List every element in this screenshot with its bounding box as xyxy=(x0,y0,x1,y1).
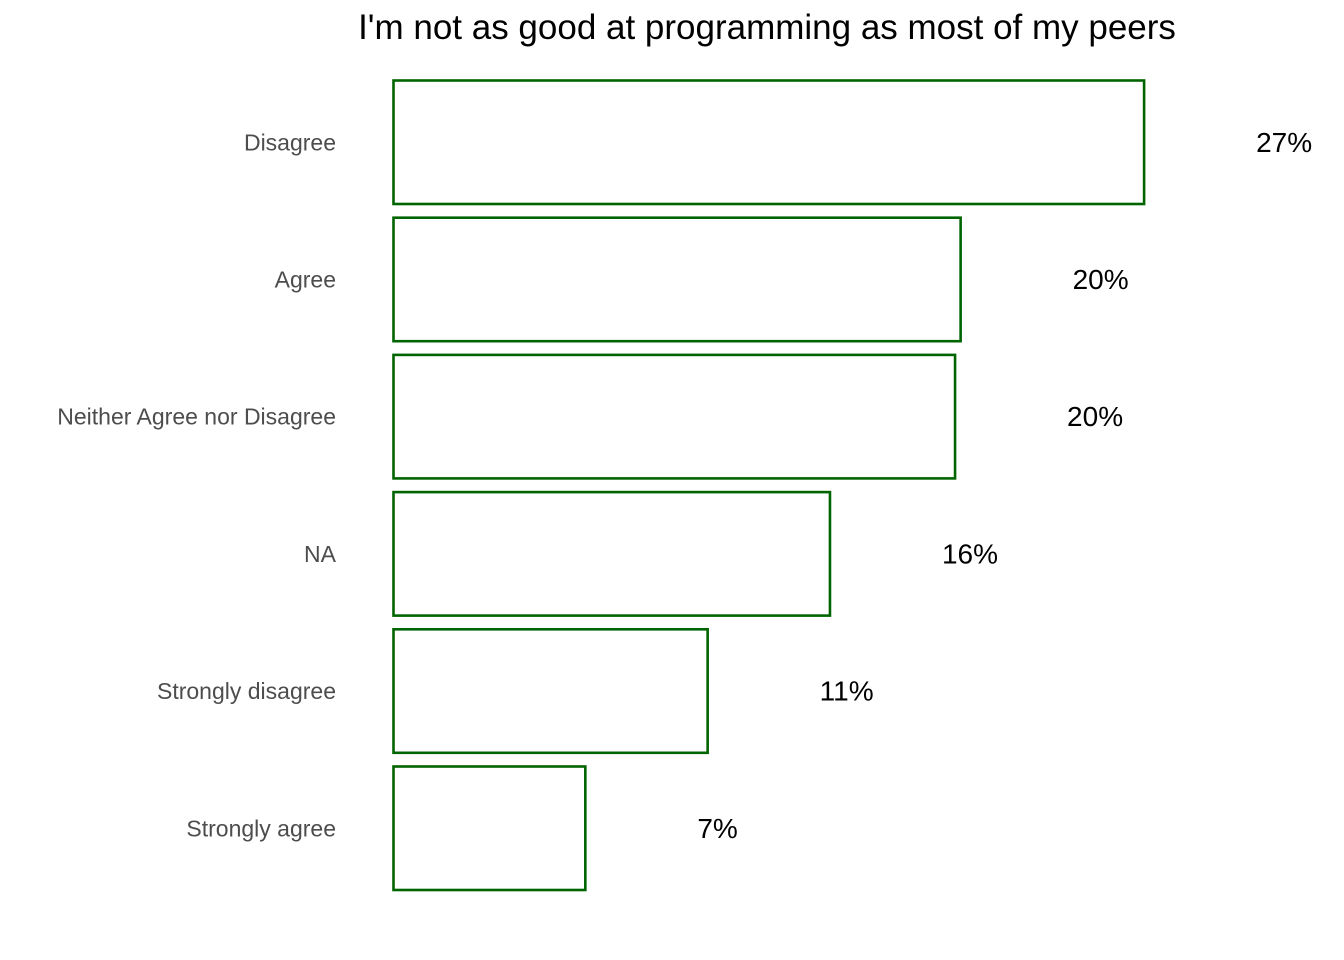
category-label-agree: Agree xyxy=(275,266,336,292)
value-label-disagree: 27% xyxy=(1256,127,1312,158)
value-label-na: 16% xyxy=(942,538,998,569)
bar-strongly-agree xyxy=(392,765,587,892)
value-label-strongly-disagree: 11% xyxy=(820,676,874,707)
bars-group xyxy=(392,79,1146,892)
bar-strongly-disagree xyxy=(392,627,709,755)
bar-disagree xyxy=(392,79,1146,206)
category-label-na: NA xyxy=(304,541,337,567)
bar-neither-agree-nor-disagree xyxy=(392,353,957,480)
category-label-neither-agree-nor-disagree: Neither Agree nor Disagree xyxy=(57,404,336,430)
value-labels-group: 27% 20% 20% 16% 11% 7% xyxy=(697,127,1312,844)
value-label-neither-agree-nor-disagree: 20% xyxy=(1067,401,1123,432)
category-label-strongly-disagree: Strongly disagree xyxy=(157,678,336,704)
category-labels-group: Disagree Agree Neither Agree nor Disagree N… xyxy=(57,129,336,841)
bar-agree xyxy=(392,216,962,343)
value-label-strongly-agree: 7% xyxy=(697,813,737,844)
value-label-agree: 20% xyxy=(1073,264,1129,295)
category-label-disagree: Disagree xyxy=(244,129,336,155)
category-label-strongly-agree: Strongly agree xyxy=(186,815,336,841)
chart-title: I'm not as good at programming as most o… xyxy=(358,8,1176,47)
bar-na xyxy=(392,490,832,617)
